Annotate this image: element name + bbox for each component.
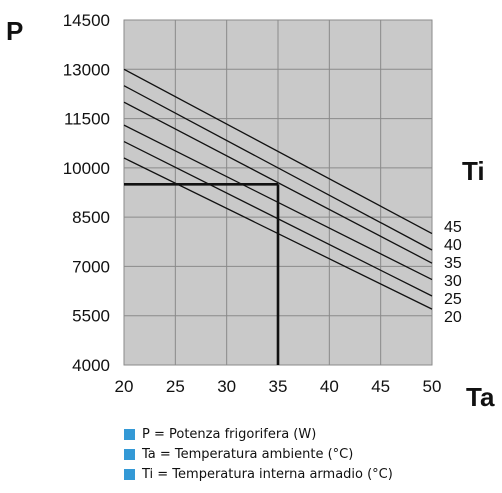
legend-square-icon — [124, 468, 135, 480]
legend-label: Ti = Temperatura interna armadio (°C) — [142, 466, 393, 482]
series-line — [123, 85, 433, 251]
series-line — [123, 101, 433, 264]
legend-item: P = Potenza frigorifera (W) — [124, 424, 393, 444]
series-label: 45 — [444, 219, 462, 236]
series-line — [123, 68, 433, 235]
legend-item: Ta = Temperatura ambiente (°C) — [124, 444, 393, 464]
y-tick-label: 5500 — [72, 307, 110, 326]
y-tick-label: 11500 — [64, 110, 110, 129]
legend-square-icon — [124, 448, 135, 460]
y-tick-label: 4000 — [72, 356, 110, 375]
tick-labels: 20 25 30 35 40 45 50 4000 5500 7000 8500 10000 11500… — [63, 11, 442, 396]
x-tick-label: 20 — [115, 377, 134, 396]
series-label: 40 — [444, 237, 462, 254]
legend-square-icon — [124, 428, 135, 440]
y-tick-label: 13000 — [63, 60, 110, 79]
y-tick-label: 8500 — [72, 208, 110, 227]
y-tick-label: 14500 — [63, 11, 110, 30]
series-label: 20 — [444, 309, 462, 326]
legend: P = Potenza frigorifera (W) Ta = Tempera… — [124, 424, 393, 484]
x-tick-label: 45 — [371, 377, 390, 396]
series-label: 30 — [444, 273, 462, 290]
legend-label: Ta = Temperatura ambiente (°C) — [142, 446, 354, 462]
legend-label: P = Potenza frigorifera (W) — [142, 426, 317, 442]
legend-item: Ti = Temperatura interna armadio (°C) — [124, 464, 393, 484]
y-tick-label: 10000 — [63, 159, 110, 178]
x-tick-label: 35 — [269, 377, 288, 396]
x-tick-label: 50 — [423, 377, 442, 396]
x-tick-label: 30 — [217, 377, 236, 396]
x-tick-label: 40 — [320, 377, 339, 396]
reference-marker — [124, 182, 280, 365]
series-label: 35 — [444, 255, 462, 272]
x-axis-letter: Ta — [466, 382, 495, 412]
series-axis-letter: Ti — [462, 156, 485, 186]
y-tick-label: 7000 — [72, 257, 110, 276]
y-axis-letter: P — [6, 16, 24, 46]
chart: 20 25 30 35 40 45 5040005500700085001000011500… — [63, 11, 462, 396]
series-label: 25 — [444, 291, 462, 308]
x-tick-label: 25 — [166, 377, 185, 396]
